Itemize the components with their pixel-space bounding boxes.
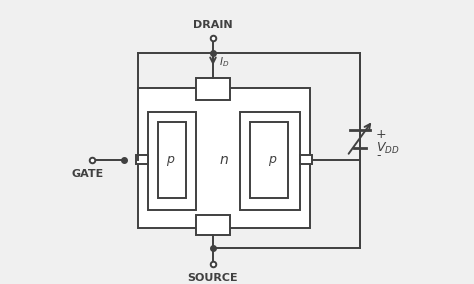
Bar <box>196 78 230 100</box>
Bar <box>240 112 300 210</box>
Bar <box>196 215 230 235</box>
Text: +: + <box>376 128 387 141</box>
Bar <box>250 122 288 198</box>
Text: SOURCE: SOURCE <box>188 273 238 283</box>
Text: -: - <box>376 149 381 162</box>
Text: p: p <box>166 153 174 166</box>
Text: n: n <box>219 153 228 167</box>
Bar <box>138 88 310 228</box>
Text: GATE: GATE <box>72 169 104 179</box>
Bar <box>158 122 186 198</box>
Text: $V_{DD}$: $V_{DD}$ <box>376 141 400 156</box>
Text: DRAIN: DRAIN <box>193 20 233 30</box>
Bar <box>300 155 312 164</box>
Bar <box>136 155 148 164</box>
Bar <box>148 112 196 210</box>
Text: p: p <box>268 153 276 166</box>
Text: $I_D$: $I_D$ <box>219 55 229 69</box>
